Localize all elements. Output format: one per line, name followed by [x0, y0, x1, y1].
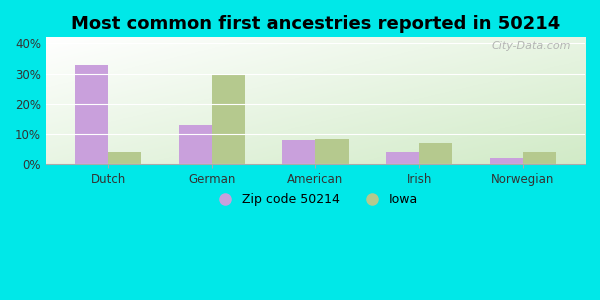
Bar [316, 139, 349, 164]
Bar [490, 158, 523, 164]
Text: City-Data.com: City-Data.com [492, 41, 572, 51]
Bar [419, 143, 452, 164]
Bar [108, 152, 141, 164]
Bar [212, 74, 245, 164]
Bar [179, 125, 212, 164]
Bar [75, 64, 108, 164]
Bar [282, 140, 316, 164]
Legend: Zip code 50214, Iowa: Zip code 50214, Iowa [208, 188, 424, 211]
Bar [386, 152, 419, 164]
Title: Most common first ancestries reported in 50214: Most common first ancestries reported in… [71, 15, 560, 33]
Bar [523, 152, 556, 164]
